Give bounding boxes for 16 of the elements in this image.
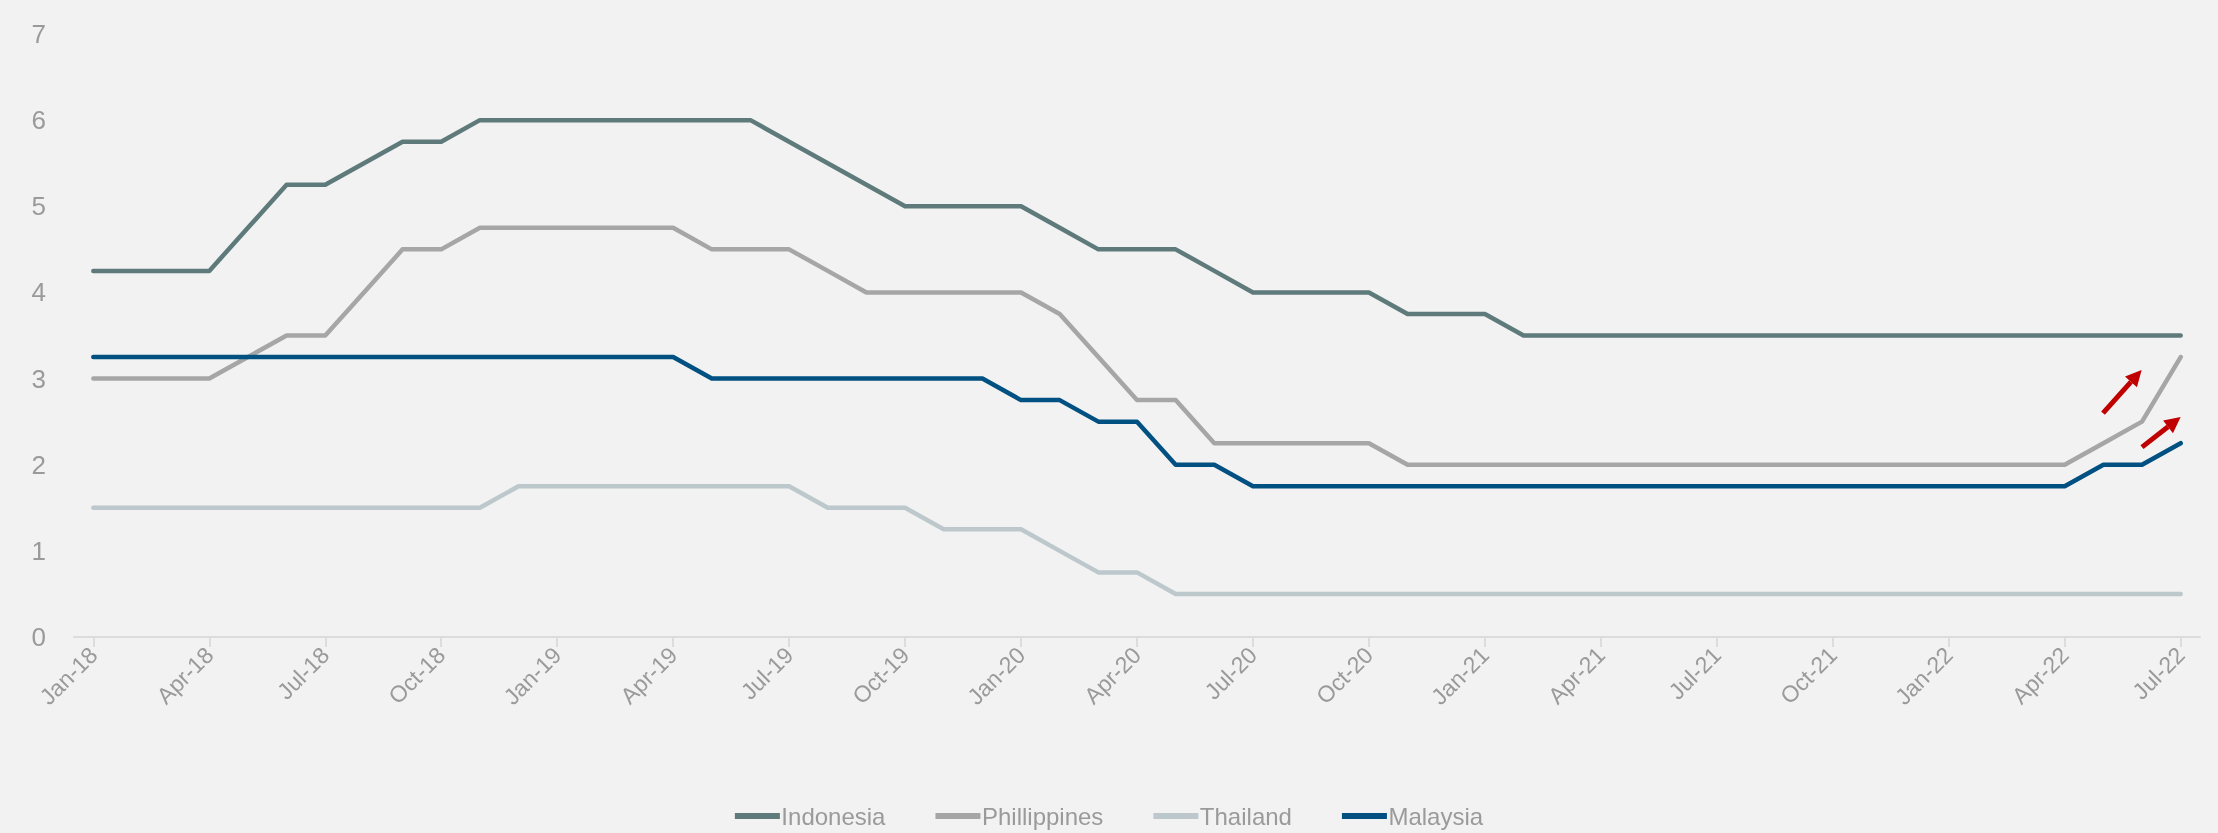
y-tick-label: 6: [31, 105, 46, 136]
y-tick-label: 7: [31, 19, 46, 49]
legend-label: Malaysia: [1388, 802, 1484, 830]
line-series: [91, 354, 2183, 489]
y-tick-label: 5: [31, 191, 46, 222]
line-series: [91, 484, 2183, 597]
line-series: [91, 225, 2183, 467]
legend-label: Thailand: [1199, 802, 1292, 830]
y-tick-label: 2: [31, 449, 46, 480]
legend-label: Indonesia: [781, 802, 887, 830]
y-tick-label: 0: [31, 622, 46, 652]
y-tick-label: 1: [31, 535, 46, 566]
y-tick-label: 3: [31, 363, 46, 394]
y-tick-label: 4: [31, 277, 46, 308]
legend-label: Phillippines: [981, 802, 1104, 830]
line-series: [91, 117, 2183, 338]
